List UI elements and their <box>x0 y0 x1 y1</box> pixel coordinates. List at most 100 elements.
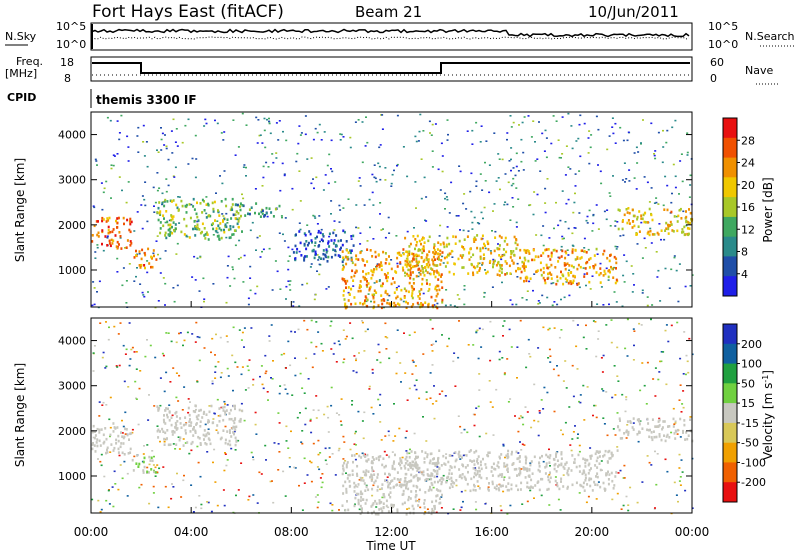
scatter-cell <box>242 281 245 283</box>
scatter-cell <box>225 301 228 304</box>
band-cell <box>644 221 647 224</box>
band-cell <box>126 433 129 437</box>
band-cell <box>565 461 568 464</box>
band-cell <box>367 282 370 285</box>
band-cell <box>185 234 188 238</box>
band-cell <box>557 260 560 263</box>
band-cell <box>320 257 322 260</box>
scatter-cell <box>377 398 380 401</box>
scatter-cell <box>309 460 311 463</box>
scatter-cell <box>512 206 515 208</box>
band-cell <box>384 289 387 293</box>
scatter-cell <box>542 244 545 247</box>
scatter-cell <box>247 499 250 501</box>
band-cell <box>429 272 432 276</box>
band-cell <box>463 475 466 479</box>
band-cell <box>179 422 182 425</box>
band-cell <box>679 417 682 421</box>
band-cell <box>184 432 187 435</box>
band-cell <box>566 472 569 475</box>
band-cell <box>233 421 236 425</box>
scatter-cell <box>503 372 506 374</box>
scatter-cell <box>583 273 586 275</box>
scatter-cell <box>674 186 677 189</box>
band-cell <box>229 443 232 447</box>
scatter-cell <box>648 201 651 203</box>
scatter-cell <box>595 498 598 500</box>
scatter-cell <box>384 336 387 338</box>
scatter-cell <box>433 304 436 306</box>
band-cell <box>461 266 464 269</box>
scatter-cell <box>99 511 102 513</box>
band-cell <box>193 220 196 223</box>
scatter-cell <box>570 449 573 452</box>
band-cell <box>687 434 690 437</box>
scatter-cell <box>372 238 375 240</box>
band-cell <box>317 245 320 248</box>
band-cell <box>594 263 597 267</box>
band-cell <box>305 255 308 258</box>
scatter-cell <box>175 372 178 374</box>
scatter-cell <box>197 461 200 464</box>
band-cell <box>450 472 453 475</box>
scatter-cell <box>117 333 120 335</box>
band-cell <box>194 227 197 230</box>
band-cell <box>679 207 682 211</box>
scatter-cell <box>179 332 182 334</box>
band-cell <box>360 478 363 482</box>
colorbar-tick-label: 24 <box>741 157 755 170</box>
band-cell <box>342 492 345 495</box>
scatter-cell <box>162 466 165 468</box>
scatter-cell <box>261 142 264 144</box>
band-cell <box>121 451 124 455</box>
scatter-cell <box>157 253 159 256</box>
band-cell <box>610 265 612 269</box>
band-cell <box>421 247 424 251</box>
band-cell <box>519 248 522 252</box>
scatter-cell <box>570 125 573 127</box>
band-cell <box>421 450 424 453</box>
band-cell <box>416 479 419 482</box>
band-cell <box>385 258 388 261</box>
scatter-cell <box>323 413 326 416</box>
scatter-cell <box>169 381 172 383</box>
scatter-cell <box>339 133 342 135</box>
colorbar-tick-label: 100 <box>741 358 762 371</box>
band-cell <box>690 217 692 221</box>
band-cell <box>611 479 614 483</box>
scatter-cell <box>643 237 646 240</box>
band-cell <box>164 198 167 202</box>
scatter-cell <box>318 263 321 266</box>
band-cell <box>667 425 669 428</box>
band-cell <box>346 256 349 259</box>
band-cell <box>525 265 527 268</box>
scatter-cell <box>252 494 255 496</box>
band-cell <box>406 451 409 455</box>
band-cell <box>93 444 96 447</box>
band-cell <box>454 451 457 454</box>
band-cell <box>598 455 601 458</box>
scatter-cell <box>272 360 274 362</box>
scatter-cell <box>675 215 678 218</box>
scatter-cell <box>234 361 237 364</box>
band-cell <box>386 480 389 484</box>
band-cell <box>415 490 417 493</box>
band-cell <box>342 467 345 470</box>
scatter-cell <box>587 495 590 498</box>
band-cell <box>486 270 489 274</box>
scatter-cell <box>591 230 594 232</box>
scatter-cell <box>679 357 682 360</box>
band-cell <box>250 206 253 209</box>
scatter-cell <box>174 448 177 450</box>
band-cell <box>487 248 490 251</box>
band-cell <box>211 201 214 205</box>
band-cell <box>135 249 137 253</box>
scatter-cell <box>125 280 128 282</box>
band-cell <box>205 433 208 436</box>
band-cell <box>445 255 448 259</box>
scatter-cell <box>672 163 675 166</box>
scatter-cell <box>122 425 125 428</box>
scatter-cell <box>315 345 318 348</box>
scatter-cell <box>188 452 191 455</box>
scatter-cell <box>671 192 673 195</box>
